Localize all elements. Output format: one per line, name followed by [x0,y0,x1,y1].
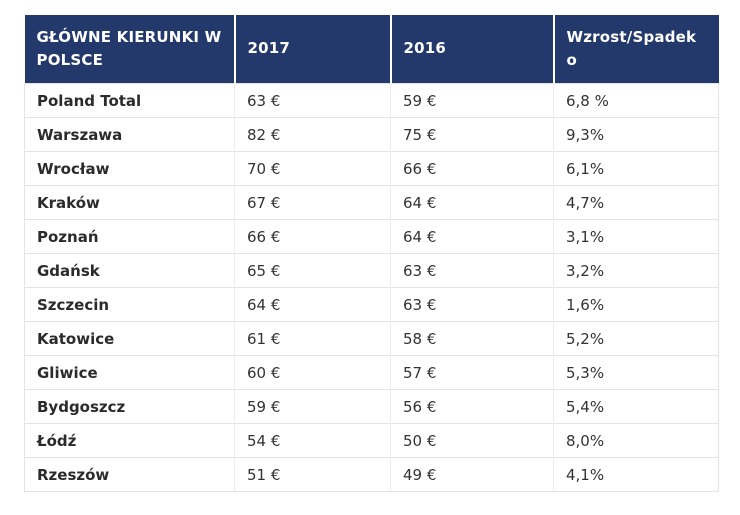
cell-destination: Warszawa [24,117,235,152]
header-row: GŁÓWNE KIERUNKI W POLSCE 2017 2016 Wzros… [24,15,719,84]
cell-price-2016: 63 € [390,253,554,288]
table-row: Rzeszów 51 € 49 € 4,1% [24,457,719,492]
table-body: Poland Total 63 € 59 € 6,8 % Warszawa 82… [24,83,719,492]
cell-destination: Wrocław [24,151,235,186]
cell-change: 5,2% [553,321,719,356]
cell-change: 8,0% [553,423,719,458]
table-row: Bydgoszcz 59 € 56 € 5,4% [24,389,719,424]
hotel-price-table: GŁÓWNE KIERUNKI W POLSCE 2017 2016 Wzros… [24,15,719,492]
table-row: Gliwice 60 € 57 € 5,3% [24,355,719,390]
cell-price-2016: 63 € [390,287,554,322]
cell-price-2017: 59 € [234,389,391,424]
cell-price-2016: 59 € [390,83,554,118]
cell-change: 4,7% [553,185,719,220]
header-2017: 2017 [233,15,391,84]
cell-price-2016: 64 € [390,219,554,254]
cell-destination: Katowice [24,321,235,356]
cell-price-2017: 54 € [234,423,391,458]
cell-change: 6,1% [553,151,719,186]
cell-price-2016: 50 € [390,423,554,458]
cell-change: 5,3% [553,355,719,390]
cell-destination: Szczecin [24,287,235,322]
cell-price-2017: 82 € [234,117,391,152]
cell-price-2017: 61 € [234,321,391,356]
cell-destination: Łódź [24,423,235,458]
cell-change: 3,1% [553,219,719,254]
header-destination: GŁÓWNE KIERUNKI W POLSCE [24,15,235,84]
cell-change: 3,2% [553,253,719,288]
cell-destination: Gdańsk [24,253,235,288]
cell-destination: Poznań [24,219,235,254]
table-row: Łódź 54 € 50 € 8,0% [24,423,719,458]
cell-price-2017: 66 € [234,219,391,254]
cell-price-2017: 64 € [234,287,391,322]
table-row: Wrocław 70 € 66 € 6,1% [24,151,719,186]
table-row: Katowice 61 € 58 € 5,2% [24,321,719,356]
table-row: Gdańsk 65 € 63 € 3,2% [24,253,719,288]
cell-price-2016: 66 € [390,151,554,186]
header-2016: 2016 [389,15,554,84]
cell-price-2016: 49 € [390,457,554,492]
cell-change: 6,8 % [553,83,719,118]
cell-price-2017: 65 € [234,253,391,288]
cell-price-2016: 57 € [390,355,554,390]
cell-price-2016: 75 € [390,117,554,152]
cell-price-2017: 70 € [234,151,391,186]
table-row: Szczecin 64 € 63 € 1,6% [24,287,719,322]
cell-price-2017: 60 € [234,355,391,390]
cell-change: 1,6% [553,287,719,322]
cell-price-2016: 58 € [390,321,554,356]
table-row: Poznań 66 € 64 € 3,1% [24,219,719,254]
table-row: Poland Total 63 € 59 € 6,8 % [24,83,719,118]
cell-destination: Bydgoszcz [24,389,235,424]
table-row: Kraków 67 € 64 € 4,7% [24,185,719,220]
cell-change: 5,4% [553,389,719,424]
cell-price-2016: 56 € [390,389,554,424]
cell-price-2017: 51 € [234,457,391,492]
table-row: Warszawa 82 € 75 € 9,3% [24,117,719,152]
cell-destination: Kraków [24,185,235,220]
cell-change: 4,1% [553,457,719,492]
cell-price-2016: 64 € [390,185,554,220]
cell-price-2017: 63 € [234,83,391,118]
cell-price-2017: 67 € [234,185,391,220]
cell-destination: Gliwice [24,355,235,390]
header-change: Wzrost/Spadek o [552,15,719,84]
cell-destination: Rzeszów [24,457,235,492]
cell-destination: Poland Total [24,83,235,118]
cell-change: 9,3% [553,117,719,152]
table-header: GŁÓWNE KIERUNKI W POLSCE 2017 2016 Wzros… [24,15,719,84]
